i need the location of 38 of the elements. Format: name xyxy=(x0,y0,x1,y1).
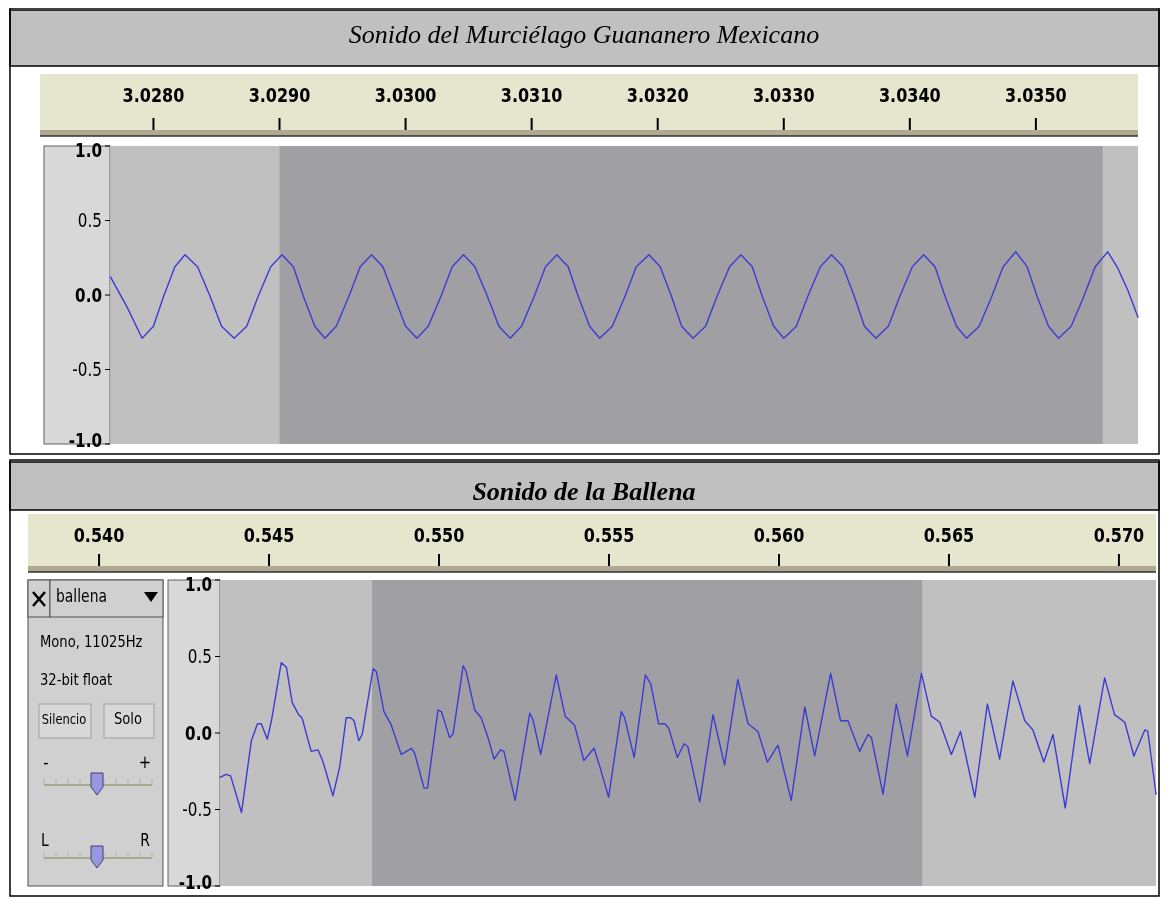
line-series xyxy=(219,661,1157,814)
x-tick-label: 0.560 xyxy=(753,523,805,547)
line-series xyxy=(109,251,1139,339)
annotation: L xyxy=(41,830,50,851)
x-tick-label: 0.555 xyxy=(583,523,635,547)
y-tick-label: 1.0 xyxy=(75,138,103,162)
x-tick-label: 0.550 xyxy=(413,523,465,547)
x-tick-label: 0.540 xyxy=(73,523,125,547)
x-tick-label: 3.0300 xyxy=(374,83,437,107)
x-tick-label: 3.0350 xyxy=(1005,83,1067,107)
annotation: ballena xyxy=(56,586,108,607)
annotation: 32-bit float xyxy=(40,669,113,689)
chart-title: Sonido del Murciélago Guananero Mexicano xyxy=(348,20,820,49)
y-tick-label: -1.0 xyxy=(178,870,213,894)
y-tick-label: 0.0 xyxy=(75,283,103,307)
y-tick-label: -0.5 xyxy=(182,798,212,821)
x-tick-label: 0.570 xyxy=(1093,523,1145,547)
annotation: Mono, 11025Hz xyxy=(40,631,143,651)
x-tick-label: 3.0290 xyxy=(248,83,311,107)
annotation: Solo xyxy=(113,708,143,728)
y-tick-label: -0.5 xyxy=(72,358,102,381)
y-tick-label: 1.0 xyxy=(185,572,213,596)
y-tick-label: 0.5 xyxy=(187,645,212,668)
x-tick-label: 0.565 xyxy=(923,523,975,547)
annotation: - xyxy=(43,751,49,773)
chart-title: Sonido de la Ballena xyxy=(472,477,696,506)
y-tick-label: 0.0 xyxy=(185,721,213,745)
y-tick-label: 0.5 xyxy=(77,209,102,232)
annotation: R xyxy=(140,830,151,851)
x-tick-label: 3.0280 xyxy=(122,83,185,107)
x-tick-label: 3.0330 xyxy=(752,83,815,107)
annotation: + xyxy=(138,751,152,773)
x-tick-label: 3.0310 xyxy=(500,83,563,107)
y-tick-label: -1.0 xyxy=(68,428,103,452)
x-tick-label: 3.0340 xyxy=(878,83,941,107)
annotation: Silencio xyxy=(41,710,87,728)
x-tick-label: 3.0320 xyxy=(626,83,689,107)
x-tick-label: 0.545 xyxy=(243,523,295,547)
